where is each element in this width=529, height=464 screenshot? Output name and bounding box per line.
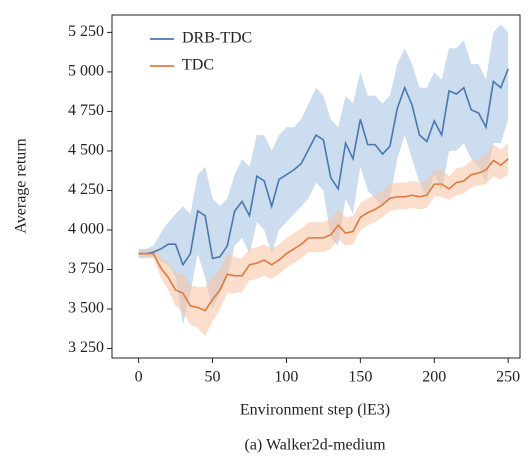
x-tick-label: 150 (348, 369, 372, 386)
series-line (138, 68, 509, 267)
caption: (a) Walker2d-medium (244, 437, 386, 454)
y-tick-label: 4 500 (68, 142, 104, 159)
x-tick-label: 50 (205, 369, 221, 386)
y-tick-label: 5 000 (68, 63, 104, 80)
plot-frame (111, 14, 521, 359)
confidence-band (138, 24, 509, 325)
y-tick-label: 4 250 (68, 181, 104, 198)
y-tick-label: 5 250 (68, 23, 104, 40)
confidence-band (138, 143, 509, 336)
legend-label: TDC (182, 57, 214, 74)
x-tick-label: 200 (422, 369, 446, 386)
y-tick-label: 4 750 (68, 102, 104, 119)
y-tick-label: 3 500 (68, 300, 104, 317)
y-axis-label: Average return (13, 138, 30, 233)
series-line (138, 158, 509, 312)
x-tick-label: 0 (135, 369, 143, 386)
y-tick-label: 3 250 (68, 339, 104, 356)
legend-label: DRB-TDC (182, 30, 252, 47)
x-tick-label: 250 (496, 369, 520, 386)
y-tick-label: 4 000 (68, 221, 104, 238)
x-axis-label: Environment step (lE3) (240, 402, 390, 419)
y-tick-label: 3 750 (68, 260, 104, 277)
x-tick-label: 100 (274, 369, 298, 386)
